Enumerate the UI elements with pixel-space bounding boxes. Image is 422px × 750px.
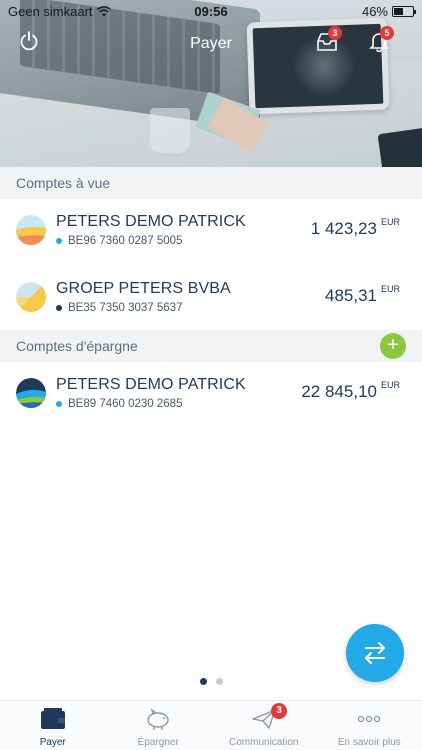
account-balance: 1 423,23 EUR bbox=[310, 217, 400, 239]
banner-glass-image bbox=[150, 108, 190, 153]
account-balance: 22 845,10 EUR bbox=[301, 380, 400, 402]
tab-label: Payer bbox=[39, 737, 66, 748]
account-row[interactable]: PETERS DEMO PATRICK BE89 7460 0230 2685 … bbox=[0, 362, 422, 426]
page-dot-active[interactable] bbox=[199, 678, 207, 685]
inbox-badge: 3 bbox=[328, 26, 342, 40]
balance-value: 1 423,23 bbox=[310, 219, 377, 238]
account-dot-indicator bbox=[56, 305, 62, 311]
tab-communication[interactable]: 3 Communication bbox=[211, 701, 317, 750]
tab-bar: Payer Épargner 3 Communication En savoir… bbox=[0, 700, 422, 750]
account-name: PETERS DEMO PATRICK bbox=[56, 213, 246, 230]
balance-value: 485,31 bbox=[324, 286, 377, 305]
piggy-bank-icon bbox=[147, 708, 169, 730]
account-dot-indicator bbox=[56, 401, 62, 407]
account-name: GROEP PETERS BVBA bbox=[56, 280, 231, 297]
wallet-icon bbox=[40, 708, 65, 729]
communication-badge: 3 bbox=[271, 703, 287, 719]
carrier-label: Geen simkaart bbox=[8, 3, 93, 19]
power-icon[interactable] bbox=[18, 30, 40, 52]
iban-text: BE96 7360 0287 5005 bbox=[68, 235, 183, 247]
battery-icon bbox=[392, 5, 416, 17]
page-dot[interactable] bbox=[215, 678, 223, 685]
banner-overlay bbox=[0, 0, 422, 167]
inbox-icon bbox=[317, 33, 337, 51]
section-savings-accounts: Comptes d'épargne + bbox=[0, 330, 422, 362]
account-avatar bbox=[16, 378, 46, 408]
section-title: Comptes à vue bbox=[16, 175, 111, 191]
account-avatar bbox=[16, 215, 46, 245]
add-account-button[interactable]: + bbox=[380, 333, 406, 359]
status-carrier: Geen simkaart bbox=[8, 4, 111, 19]
more-dots-icon bbox=[358, 715, 381, 723]
account-name: PETERS DEMO PATRICK bbox=[56, 376, 246, 393]
iban-text: BE89 7460 0230 2685 bbox=[68, 398, 183, 410]
transfer-arrows-icon bbox=[365, 642, 385, 664]
tab-label: En savoir plus bbox=[337, 737, 401, 748]
tab-label: Communication bbox=[229, 737, 299, 748]
section-title: Comptes d'épargne bbox=[16, 338, 138, 354]
balance-value: 22 845,10 bbox=[301, 382, 377, 401]
notifications-badge: 5 bbox=[380, 26, 394, 40]
inbox-button[interactable]: 3 bbox=[316, 26, 342, 52]
account-balance: 485,31 EUR bbox=[324, 284, 400, 306]
tab-savings[interactable]: Épargner bbox=[106, 701, 212, 750]
account-dot-indicator bbox=[56, 238, 62, 244]
account-row[interactable]: GROEP PETERS BVBA BE35 7350 3037 5637 48… bbox=[0, 266, 422, 330]
page-title: Payer bbox=[190, 35, 232, 52]
currency-label: EUR bbox=[380, 380, 400, 390]
battery-percent: 46% bbox=[361, 3, 388, 19]
iban-text: BE35 7350 3037 5637 bbox=[68, 302, 183, 314]
transfer-button[interactable] bbox=[346, 624, 404, 682]
tab-more[interactable]: En savoir plus bbox=[317, 701, 422, 750]
status-battery-group: 46% bbox=[361, 3, 416, 19]
currency-label: EUR bbox=[380, 284, 400, 294]
account-iban: BE35 7350 3037 5637 bbox=[56, 302, 182, 314]
section-current-accounts: Comptes à vue bbox=[0, 167, 422, 199]
tab-label: Épargner bbox=[137, 737, 179, 748]
account-iban: BE96 7360 0287 5005 bbox=[56, 235, 182, 247]
wifi-icon bbox=[96, 5, 111, 16]
currency-label: EUR bbox=[380, 217, 400, 227]
header-banner bbox=[0, 0, 422, 167]
nav-bar: Payer 3 5 bbox=[0, 26, 422, 62]
status-bar: Geen simkaart 09:56 46% bbox=[0, 0, 422, 22]
notifications-button[interactable]: 5 bbox=[368, 26, 394, 53]
account-iban: BE89 7460 0230 2685 bbox=[56, 398, 182, 410]
tab-payer[interactable]: Payer bbox=[0, 701, 106, 750]
account-row[interactable]: PETERS DEMO PATRICK BE96 7360 0287 5005 … bbox=[0, 199, 422, 263]
page-indicator bbox=[0, 678, 422, 685]
account-avatar bbox=[16, 282, 46, 312]
battery-fill bbox=[394, 7, 403, 15]
